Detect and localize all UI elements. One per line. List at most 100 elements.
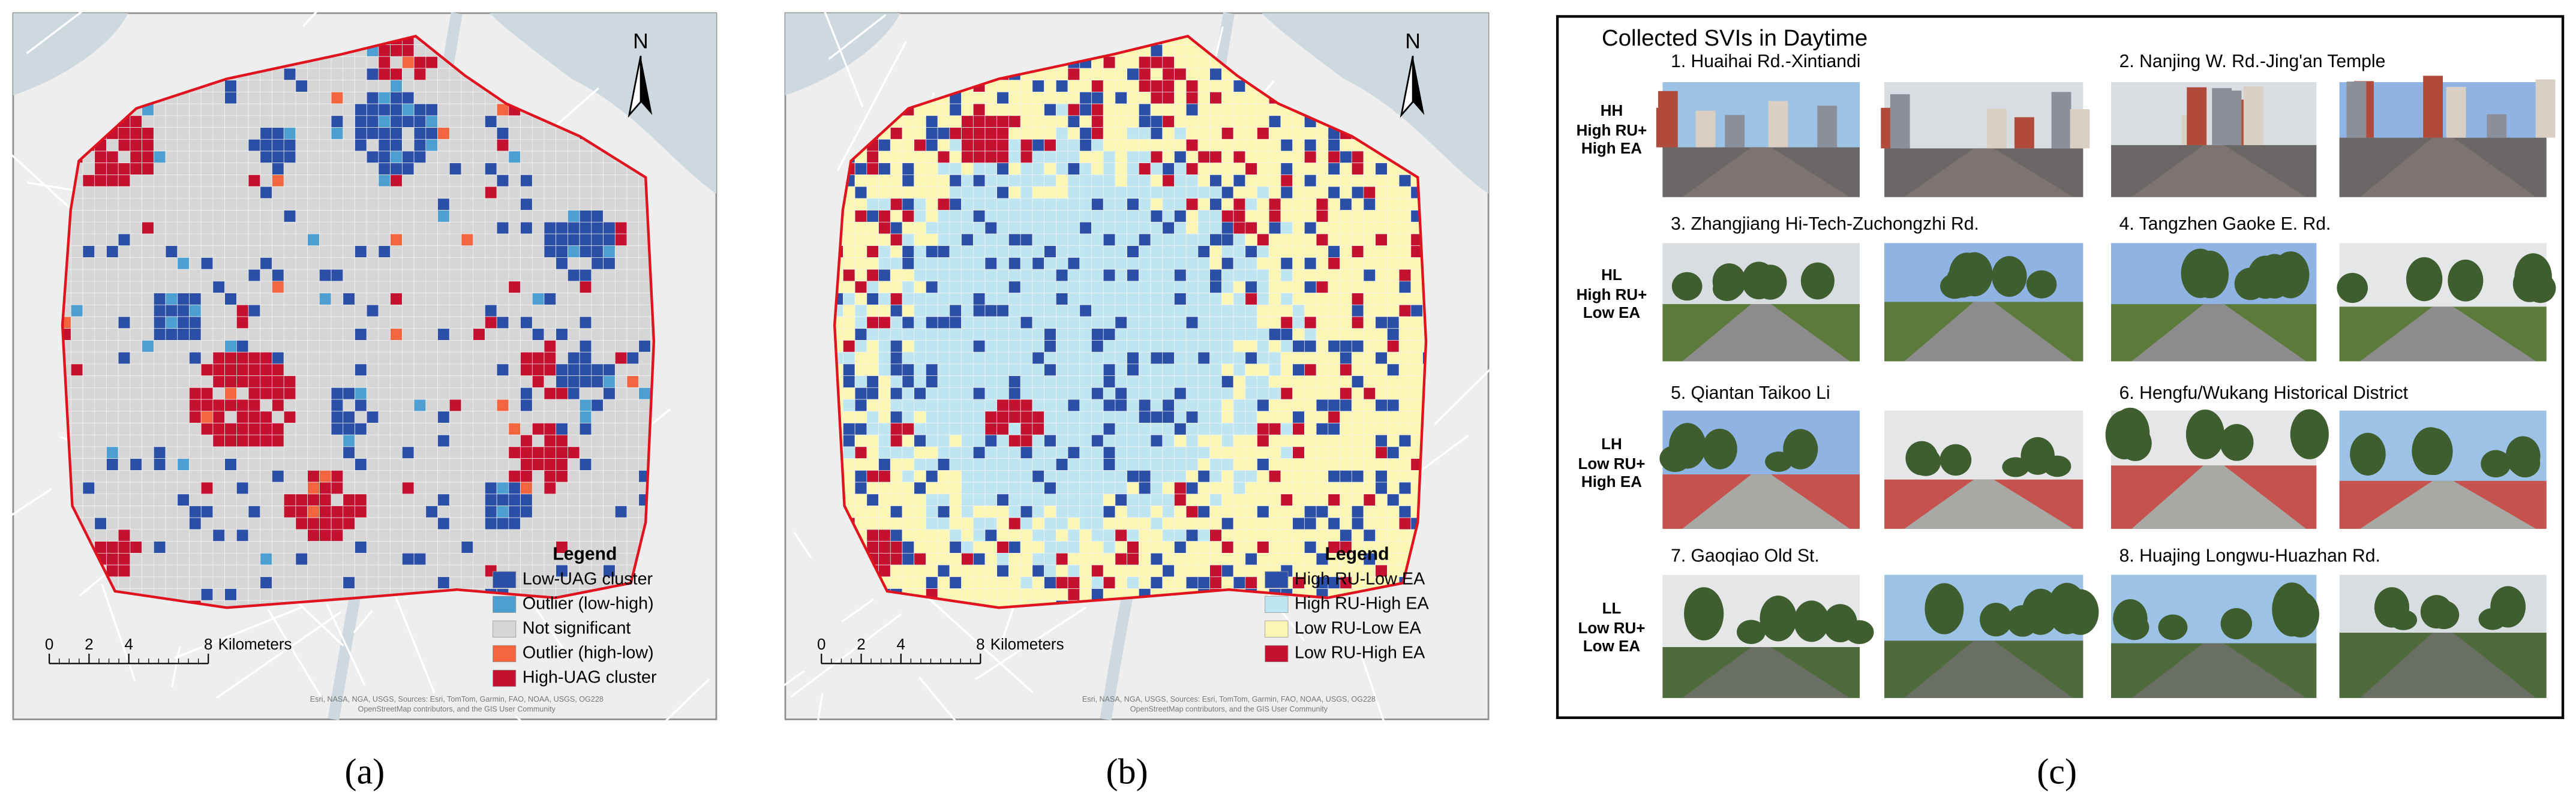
grid-cell	[996, 127, 1009, 140]
grid-cell	[1067, 316, 1080, 329]
grid-cell	[378, 293, 391, 305]
grid-cell	[972, 245, 986, 258]
grid-cell	[272, 458, 284, 471]
grid-cell	[142, 304, 154, 317]
grid-cell	[843, 458, 855, 471]
grid-cell	[1020, 245, 1033, 258]
grid-cell	[402, 210, 415, 222]
grid-cell	[1032, 127, 1044, 140]
grid-cell	[1091, 446, 1104, 459]
grid-cell	[248, 458, 261, 471]
grid-cell	[1197, 529, 1210, 542]
grid-cell	[248, 198, 261, 210]
grid-cell	[626, 245, 640, 258]
grid-cell	[153, 411, 166, 423]
grid-cell	[1197, 293, 1210, 305]
grid-cell	[1292, 245, 1305, 258]
grid-cell	[1079, 151, 1092, 164]
grid-cell	[130, 269, 142, 282]
grid-cell	[413, 304, 427, 317]
grid-cell	[1020, 163, 1033, 175]
grid-cell	[1304, 494, 1317, 506]
grid-cell	[1008, 163, 1021, 175]
grid-cell	[437, 115, 450, 128]
grid-cell	[130, 233, 142, 246]
road	[974, 606, 1087, 681]
grid-cell	[295, 68, 308, 81]
grid-cell	[461, 127, 474, 140]
grid-cell	[82, 304, 95, 317]
grid-cell	[626, 221, 640, 234]
grid-cell	[1185, 411, 1199, 423]
grid-cell	[1032, 541, 1044, 554]
grid-cell	[177, 588, 190, 601]
grid-cell	[926, 304, 938, 317]
grid-cell	[902, 541, 915, 554]
grid-cell	[437, 541, 450, 554]
grid-cell	[425, 92, 438, 104]
grid-cell	[142, 564, 154, 578]
grid-cell	[1185, 351, 1199, 365]
grid-cell	[1103, 198, 1116, 210]
grid-cell	[926, 340, 938, 353]
grid-cell	[1079, 115, 1092, 128]
grid-cell	[996, 423, 1009, 435]
grid-cell	[283, 446, 296, 459]
grid-cell	[1257, 139, 1269, 152]
grid-cell	[343, 351, 355, 365]
grid-cell	[355, 186, 367, 199]
grid-cell	[1020, 375, 1033, 388]
grid-cell	[1268, 304, 1281, 317]
grid-cell	[1268, 221, 1281, 234]
grid-cell	[591, 151, 604, 164]
grid-cell	[1316, 506, 1329, 518]
grid-cell	[890, 363, 903, 376]
grid-cell	[1351, 293, 1364, 305]
grid-cell	[283, 434, 296, 447]
grid-cell	[94, 281, 107, 293]
grid-cell	[402, 494, 415, 506]
grid-cell	[473, 387, 485, 400]
grid-cell	[118, 576, 131, 589]
grid-cell	[248, 328, 261, 341]
grid-cell	[295, 482, 308, 495]
grid-cell	[1020, 115, 1033, 128]
grid-cell	[70, 470, 83, 483]
grid-cell	[568, 221, 580, 234]
grid-cell	[295, 399, 308, 412]
grid-cell	[1398, 281, 1412, 293]
grid-cell	[1139, 351, 1151, 365]
grid-cell	[1044, 293, 1056, 305]
grid-cell	[283, 375, 296, 388]
grid-cell	[638, 363, 651, 376]
grid-cell	[1162, 151, 1175, 164]
grid-cell	[972, 351, 986, 365]
grid-cell	[1185, 163, 1199, 175]
grid-cell	[984, 482, 998, 495]
grid-cell	[1079, 281, 1092, 293]
grid-cell	[854, 458, 867, 471]
grid-cell	[461, 281, 474, 293]
grid-cell	[1316, 399, 1329, 412]
grid-cell	[307, 269, 320, 282]
grid-cell	[496, 221, 509, 234]
grid-cell	[437, 458, 450, 471]
grid-cell	[212, 151, 225, 164]
grid-cell	[248, 257, 261, 270]
grid-cell	[1398, 529, 1412, 542]
grid-cell	[854, 434, 867, 447]
grid-cell	[1328, 506, 1340, 518]
grid-cell	[1268, 139, 1281, 152]
grid-cell	[177, 411, 190, 423]
grid-cell	[94, 434, 107, 447]
grid-cell	[866, 423, 879, 435]
grid-cell	[1221, 340, 1234, 353]
grid-cell	[1209, 399, 1222, 412]
grid-cell	[461, 304, 474, 317]
grid-cell	[1233, 293, 1246, 305]
grid-cell	[153, 163, 166, 175]
grid-cell	[1067, 257, 1080, 270]
grid-cell	[355, 576, 367, 589]
grid-cell	[1328, 163, 1340, 175]
grid-cell	[378, 175, 391, 187]
